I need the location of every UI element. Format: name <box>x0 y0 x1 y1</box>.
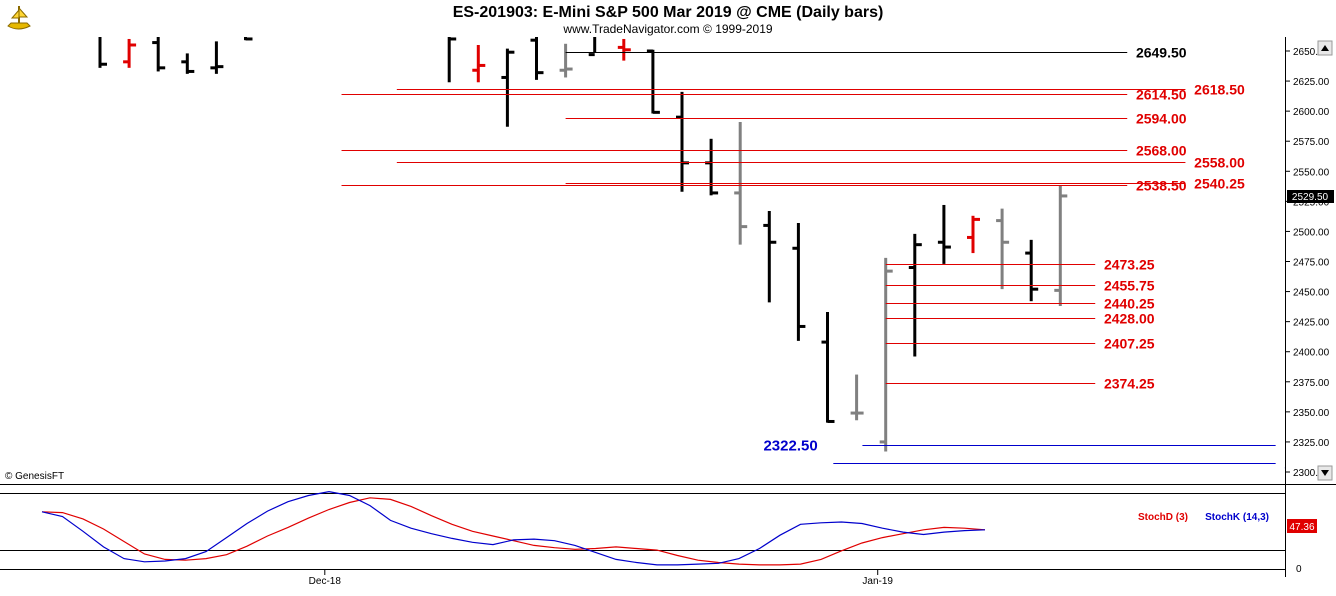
price-tick-label: 2350.00 <box>1293 408 1330 419</box>
price-bar <box>908 233 922 357</box>
price-bar <box>447 37 457 83</box>
price-plot <box>98 37 1068 452</box>
price-tick-label: 2500.00 <box>1293 227 1330 238</box>
stoch-last-value: 47.36 <box>1289 522 1314 533</box>
price-bar <box>152 37 166 72</box>
price-tick-label: 2375.00 <box>1293 378 1330 389</box>
genesis-ship-logo-icon <box>2 2 36 33</box>
stochd-line <box>41 497 986 566</box>
price-axis <box>1285 37 1336 484</box>
price-bar <box>501 48 515 127</box>
last-price-label: 2529.50 <box>1292 192 1329 203</box>
arrow-down-icon <box>1321 470 1329 476</box>
price-bar <box>210 41 224 74</box>
stochastic-lines <box>41 490 986 566</box>
level-label: 2540.25 <box>1194 176 1245 192</box>
price-tick-label: 2600.00 <box>1293 107 1330 118</box>
price-panel <box>0 37 1285 484</box>
price-bar <box>937 204 951 264</box>
price-bar <box>472 44 486 83</box>
level-label: 2374.25 <box>1104 376 1155 392</box>
price-tick-label: 2650.00 <box>1293 47 1330 58</box>
price-bar <box>879 257 893 452</box>
date-axis: Dec-18 Jan-19 <box>309 570 893 587</box>
price-bar <box>646 49 660 114</box>
price-tick-label: 2300.00 <box>1293 468 1330 479</box>
price-tick-label: 2450.00 <box>1293 288 1330 299</box>
stoch-axis-zero: 0 <box>1296 564 1302 575</box>
level-label: 2614.50 <box>1136 87 1187 103</box>
price-bar <box>967 215 980 254</box>
stochk-line <box>41 490 986 566</box>
price-bar <box>763 210 777 303</box>
level-lines: 2649.50 2618.50 2614.50 2594.00 2568.00 2558.… <box>341 45 1336 473</box>
price-tick-label: 2475.00 <box>1293 258 1330 269</box>
price-tick-label: 2625.00 <box>1293 77 1330 88</box>
last-price-box <box>1287 190 1334 203</box>
legend-stochk: StochK (14,3) <box>1205 512 1269 523</box>
level-label: 2428.00 <box>1104 311 1155 327</box>
price-bar <box>1025 239 1039 302</box>
date-tick-label: Dec-18 <box>309 576 342 587</box>
level-label: 2473.25 <box>1104 257 1155 273</box>
price-bar <box>559 43 573 78</box>
price-bar <box>98 37 107 68</box>
price-bar <box>530 37 544 80</box>
price-bar <box>588 37 597 57</box>
price-bar <box>821 312 835 423</box>
stochastic-panel: StochD (3) StochK (14,3) 47.36 0 <box>0 490 1317 575</box>
price-tick-label: 2400.00 <box>1293 348 1330 359</box>
date-tick-label: Jan-19 <box>862 576 893 587</box>
price-axis-ticks: 2650.002625.002600.002575.002550.002525.… <box>1285 47 1330 479</box>
price-tick-label: 2550.00 <box>1293 167 1330 178</box>
price-bar <box>792 223 806 341</box>
level-label: 2407.25 <box>1104 336 1155 352</box>
genesis-watermark: © GenesisFT <box>5 471 64 482</box>
arrow-up-icon <box>1321 45 1329 51</box>
price-bar <box>244 37 253 41</box>
level-label: 2538.50 <box>1136 178 1187 194</box>
scroll-down-button[interactable] <box>1317 465 1333 481</box>
copyright-text: www.TradeNavigator.com © 1999-2019 <box>562 22 772 36</box>
legend-stochd: StochD (3) <box>1138 512 1188 523</box>
chart-title: ES-201903: E-Mini S&P 500 Mar 2019 @ CME… <box>453 4 884 21</box>
level-label: 2594.00 <box>1136 111 1187 127</box>
price-bar <box>850 374 864 421</box>
level-label: 2440.25 <box>1104 296 1155 312</box>
price-tick-label: 2575.00 <box>1293 137 1330 148</box>
level-label: 2649.50 <box>1136 45 1187 61</box>
price-bar <box>996 208 1010 290</box>
price-tick-label: 2425.00 <box>1293 318 1330 329</box>
level-label: 2618.50 <box>1194 82 1245 98</box>
level-label: 2322.50 <box>763 438 817 455</box>
price-tick-label: 2325.00 <box>1293 438 1330 449</box>
level-label: 2568.00 <box>1136 143 1187 159</box>
price-bar <box>123 38 137 68</box>
scroll-up-button[interactable] <box>1317 40 1333 56</box>
level-label: 2455.75 <box>1104 278 1155 294</box>
price-bar <box>181 53 195 74</box>
level-label: 2558.00 <box>1194 155 1245 171</box>
stoch-last-value-box <box>1287 519 1317 533</box>
price-bar <box>617 38 631 61</box>
